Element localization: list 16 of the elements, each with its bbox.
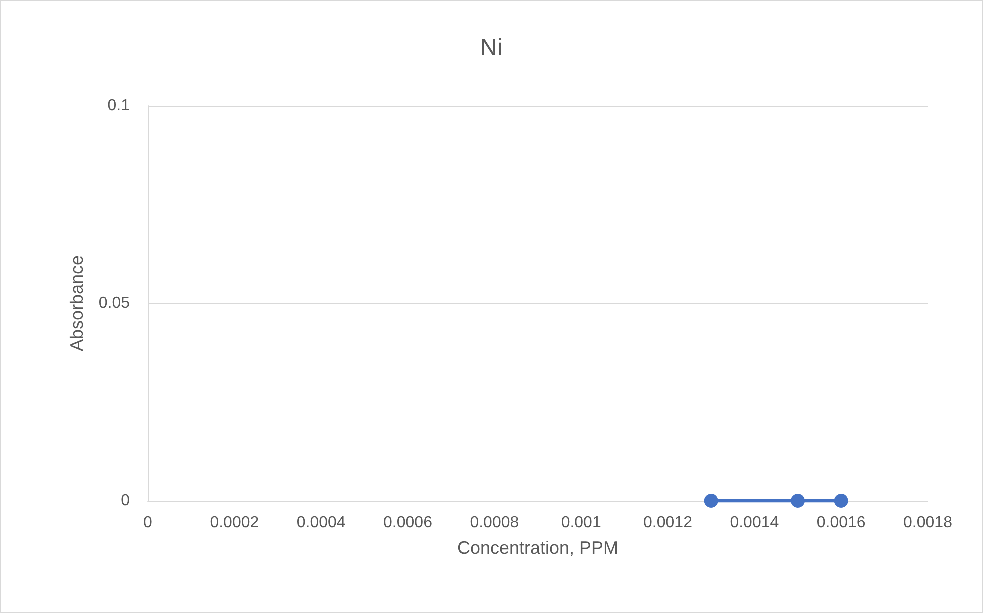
y-tick-label: 0: [121, 492, 130, 510]
x-tick-label: 0.0006: [384, 514, 433, 532]
x-tick-label: 0: [144, 514, 153, 532]
x-tick-label: 0.0002: [210, 514, 260, 532]
x-tick-label: 0.0012: [644, 514, 693, 532]
chart-title: Ni: [480, 34, 503, 62]
y-tick-label: 0.05: [98, 295, 130, 312]
x-tick-label: 0.0014: [730, 514, 780, 532]
x-tick-label: 0.0018: [904, 514, 953, 532]
x-tick-label: 0.0008: [470, 514, 520, 532]
x-tick-label: 0.001: [561, 514, 602, 532]
y-tick-label: 0.1: [108, 98, 130, 114]
x-tick-label: 0.0004: [296, 514, 346, 532]
x-tick-label: 0.0016: [816, 514, 866, 532]
y-axis-title: Absorbance: [67, 255, 87, 352]
x-axis-title: Concentration, PPM: [457, 538, 619, 558]
